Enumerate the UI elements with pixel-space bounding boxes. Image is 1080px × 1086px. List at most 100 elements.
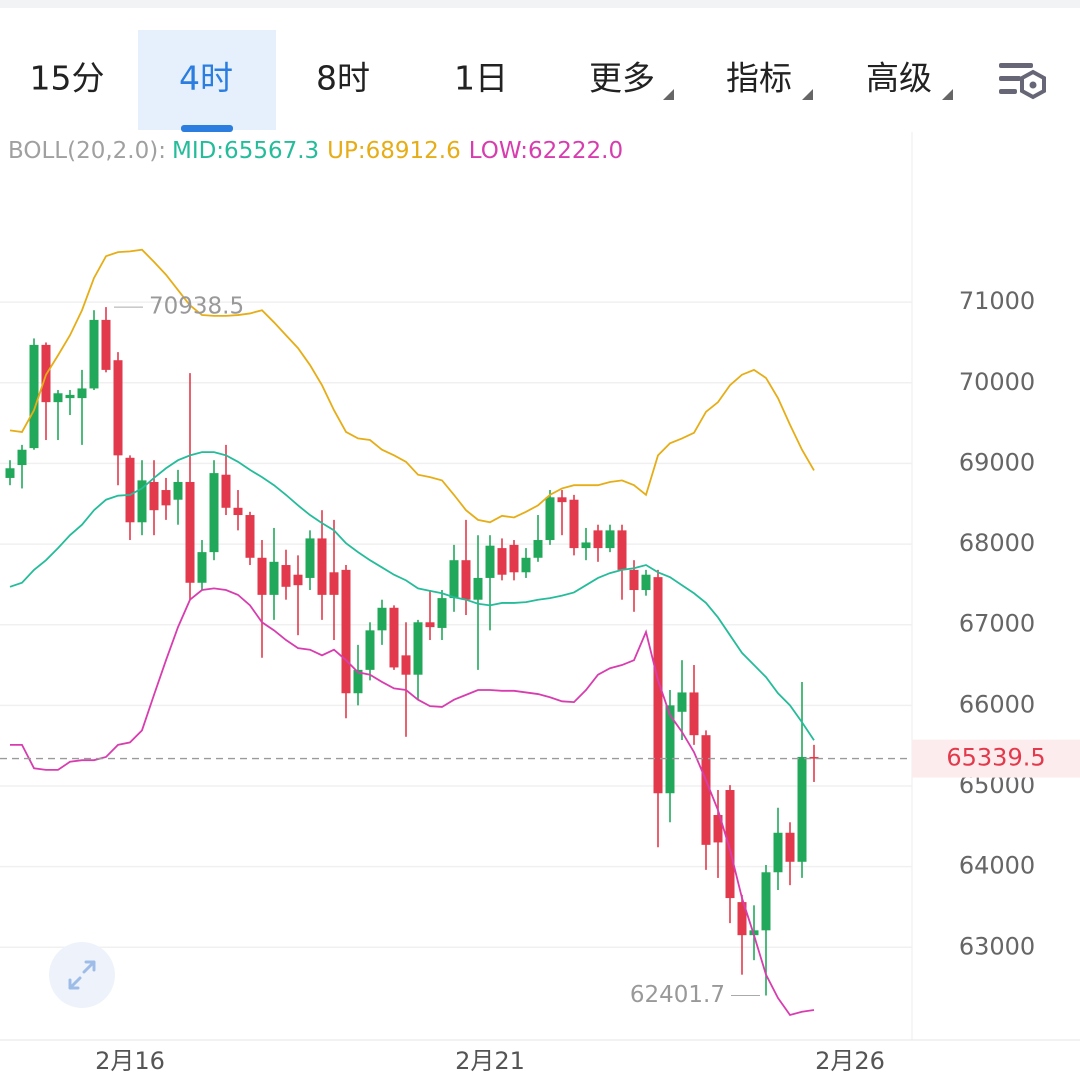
candle-body: [377, 607, 387, 631]
y-tick-label: 70000: [959, 368, 1035, 396]
y-tick-label: 68000: [959, 529, 1035, 557]
candle-body: [521, 557, 531, 573]
candle-body: [305, 538, 315, 578]
candle-body: [449, 560, 459, 599]
tab[interactable]: 4时: [179, 59, 233, 98]
candle-body: [665, 705, 675, 794]
candle-body: [653, 577, 663, 794]
candle-body: [593, 530, 603, 549]
candle-body: [125, 457, 135, 523]
candle-body: [413, 622, 423, 675]
x-tick-label: 2月21: [455, 1047, 525, 1075]
candle-body: [353, 669, 363, 694]
candle-body: [785, 832, 795, 862]
y-tick-label: 69000: [959, 448, 1035, 476]
status-strip: [0, 0, 1080, 8]
tab[interactable]: 高级: [866, 59, 932, 98]
dropdown-caret: [663, 89, 674, 100]
candle-body: [725, 790, 735, 899]
y-tick-label: 66000: [959, 690, 1035, 718]
candle-body: [425, 622, 435, 628]
candle-body: [365, 630, 375, 670]
candle-body: [629, 569, 639, 591]
tab[interactable]: 更多: [589, 59, 655, 98]
candle-body: [689, 692, 699, 736]
candle-body: [401, 655, 411, 675]
dropdown-caret: [802, 89, 813, 100]
candle-body: [641, 574, 651, 591]
candle-body: [101, 319, 111, 370]
candle-body: [257, 557, 267, 595]
price-tag: [912, 739, 1080, 778]
candle-body: [293, 574, 303, 586]
dropdown-caret: [942, 89, 953, 100]
candle-body: [533, 540, 543, 558]
max-label: 70938.5: [149, 294, 244, 320]
min-label: 62401.7: [630, 982, 725, 1008]
candle-body: [281, 565, 291, 587]
expand-button[interactable]: [49, 942, 115, 1008]
candle-body: [53, 393, 63, 403]
candle-body: [173, 481, 183, 500]
indicator-legend: BOLL(20,2.0): MID:65567.3 UP:68912.6 LOW:62…: [8, 138, 623, 164]
boll-line: [10, 587, 815, 1017]
candle-body: [185, 481, 195, 583]
y-tick-label: 64000: [959, 852, 1035, 880]
candle-body: [737, 902, 747, 936]
candle-body: [233, 507, 243, 516]
boll-line: [9, 248, 815, 524]
candle-body: [329, 572, 339, 595]
candle-body: [65, 394, 75, 399]
candle-body: [485, 545, 495, 578]
settings-icon[interactable]: [999, 63, 1046, 100]
tab[interactable]: 15分: [30, 59, 105, 98]
candle-body: [113, 360, 123, 456]
candle-body: [797, 756, 807, 862]
candle-body: [161, 490, 171, 506]
tab[interactable]: 8时: [316, 59, 370, 98]
y-tick-label: 67000: [959, 610, 1035, 638]
active-tab-bg: [138, 30, 276, 130]
price-label: 65339.5: [946, 744, 1045, 772]
candle-body: [317, 538, 327, 595]
candle-body: [677, 692, 687, 712]
candle-body: [761, 872, 771, 931]
tab[interactable]: 指标: [726, 59, 792, 98]
candle-body: [77, 388, 87, 399]
candle-body: [245, 515, 255, 558]
candle-body: [29, 344, 39, 449]
candle-body: [569, 499, 579, 549]
indicator-up: UP:68912.6: [327, 138, 461, 164]
candle-body: [557, 497, 567, 503]
candle-body: [497, 548, 507, 575]
candle-body: [137, 480, 147, 523]
candle-body: [149, 481, 159, 511]
x-tick-label: 2月16: [95, 1047, 165, 1075]
candle-body: [389, 607, 399, 668]
candle-body: [341, 569, 351, 694]
candle-body: [17, 449, 27, 466]
tab-bar: 15分 4时 8时 1日 更多 指标 高级: [30, 59, 933, 98]
candle-body: [581, 542, 591, 549]
indicator-label: BOLL(20,2.0):: [8, 138, 166, 164]
candle-body: [701, 735, 711, 845]
candle-body: [545, 497, 555, 541]
indicator-mid: MID:65567.3: [172, 138, 319, 164]
y-tick-label: 71000: [959, 287, 1035, 315]
candle-body: [461, 560, 471, 600]
candle-body: [773, 832, 783, 873]
candle-body: [617, 530, 627, 570]
boll-line: [9, 451, 815, 741]
candle-body: [269, 561, 279, 595]
x-tick-label: 2月26: [815, 1047, 885, 1075]
candle-body: [437, 598, 447, 628]
candle-body: [89, 319, 99, 389]
candle-body: [809, 756, 819, 759]
candle-body: [5, 468, 15, 478]
candle-body: [713, 815, 723, 843]
tab[interactable]: 1日: [454, 59, 508, 98]
candle-body: [221, 474, 231, 508]
candle-body: [197, 552, 207, 583]
